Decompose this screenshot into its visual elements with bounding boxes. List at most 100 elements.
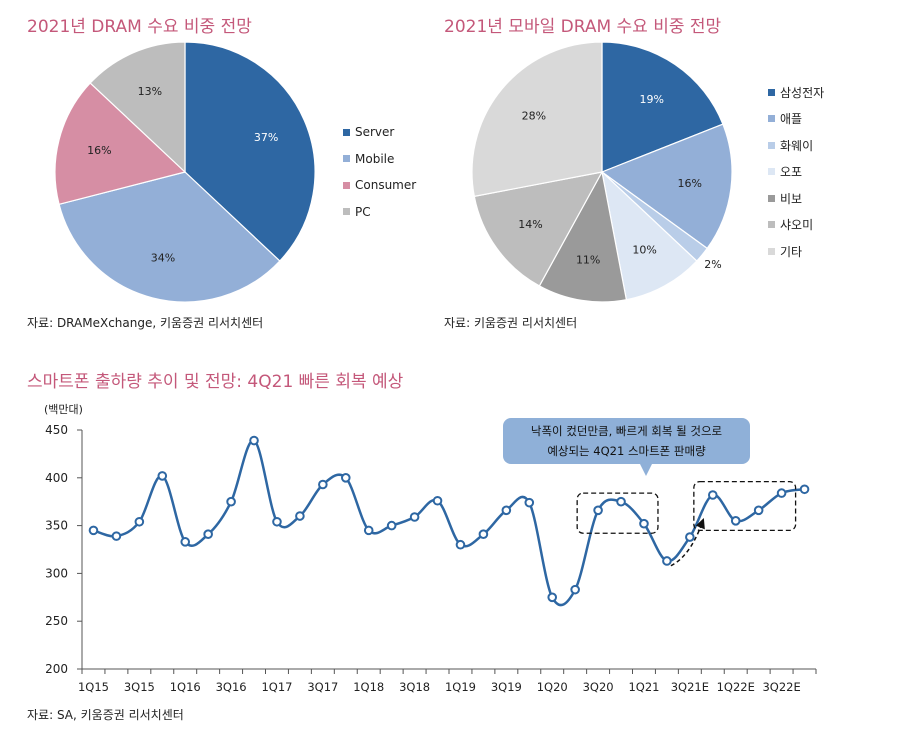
pie2-slice-label-1: 16% [677,177,701,190]
pie2-slice-label-3: 10% [632,243,656,256]
pie2-legend-swatch [768,88,775,96]
pie2-slice-label-5: 14% [518,218,542,231]
data-point-23 [616,496,626,507]
x-tick-label-8: 1Q19 [445,680,476,694]
y-tick-label-0: 200 [45,662,68,676]
pie1-legend-swatch [343,208,350,216]
pie1-legend-label: Consumer [355,178,417,193]
x-tick-label-9: 3Q19 [491,680,522,694]
line-chart: 200 250 300 350 400 450 1Q15 3Q15 1Q16 3Q16 1Q17 3Q… [45,423,817,694]
data-point-28 [730,516,741,526]
y-tick-label-4: 400 [45,471,68,485]
pie1-legend: Server Mobile Consumer PC [343,119,416,225]
data-point-22 [593,505,603,516]
data-point-8 [272,516,282,527]
x-tick-label-7: 3Q18 [399,680,430,694]
pie2-legend-item: 애플 [768,106,824,133]
annotation-callout-tail [640,464,652,476]
pie2-legend-swatch [768,141,775,149]
highlight-box-recovery-2021 [693,480,797,532]
pie2-title: 2021년 모바일 DRAM 수요 비중 전망 [444,17,722,37]
x-tick-label-5: 3Q17 [307,680,338,694]
pie1-legend-label: PC [355,204,371,219]
data-point-18 [501,505,512,516]
y-tick-label-5: 450 [45,423,68,437]
annotation-line2: 예상되는 4Q21 스마트폰 판매량 [547,444,706,458]
pie1-slice-label-0: 37% [254,131,278,144]
recovery-arrow-head [695,517,705,530]
x-tick-label-11: 3Q20 [583,680,614,694]
data-point-25 [662,556,672,566]
pie2-slice-6 [471,41,603,198]
pie1-legend-label: Server [355,125,395,140]
pie2-legend-swatch [768,221,775,229]
x-tick-label-10: 1Q20 [537,680,568,694]
data-point-16 [455,539,466,550]
pie1-legend-label: Mobile [355,151,395,166]
pie1-legend-swatch [343,181,350,189]
pie2-legend-swatch [768,115,775,123]
x-tick-label-4: 1Q17 [261,680,292,694]
pie1-slice-3 [89,41,186,174]
data-point-7 [249,435,259,446]
pie2-legend-item: 비보 [768,185,824,212]
x-tick-label-1: 3Q15 [124,680,155,694]
data-point-0 [88,525,99,536]
data-point-27 [707,490,718,500]
pie1-legend-swatch [343,128,350,136]
line-ylabel: (백만대) [44,403,83,416]
data-point-13 [386,520,397,531]
data-point-30 [776,488,787,498]
y-tick-label-1: 250 [45,614,68,628]
pie2-legend-label: 비보 [780,191,803,206]
highlight-box-recovery-2020 [576,492,659,534]
data-point-12 [363,525,374,536]
pie2-slice-label-4: 11% [576,253,600,266]
data-point-14 [409,512,420,522]
pie2-legend-item: 샤오미 [768,212,824,239]
pie2-legend-swatch [768,247,775,255]
data-point-4 [180,537,191,547]
data-point-17 [478,529,489,540]
recovery-arrow [670,523,703,567]
data-point-6 [226,496,236,507]
x-tick-label-6: 1Q18 [353,680,384,694]
pie2-chart: 19% 16% 2% 10% 11% 14% 28% [471,41,733,303]
pie2-slice-3 [601,170,698,301]
pie1-legend-item: Consumer [343,172,416,199]
data-point-3 [157,471,168,481]
pie1-legend-swatch [343,155,350,163]
pie2-legend-item: 삼성전자 [768,79,824,106]
data-point-19 [524,497,535,508]
pie2-legend-swatch [768,194,775,202]
pie1-slice-label-2: 16% [87,144,111,157]
y-tick-label-2: 300 [45,566,68,580]
pie1-chart: 37% 34% 16% 13% [54,41,316,303]
pie1-title: 2021년 DRAM 수요 비중 전망 [27,17,252,37]
pie2-legend-label: 기타 [780,244,803,259]
annotation-line1: 낙폭이 컸던만큼, 빠르게 회복 될 것으로 [530,424,723,438]
data-point-10 [318,479,328,490]
pie2-legend-swatch [768,168,775,176]
data-point-5 [203,529,213,540]
pie2-legend-item: 오포 [768,159,824,186]
x-tick-label-14: 1Q22E [717,680,755,694]
pie2-slice-0 [601,41,724,173]
pie2-legend-label: 애플 [780,112,803,127]
pie2-slice-label-0: 19% [639,93,663,106]
data-point-29 [753,505,764,516]
pie2-slice-4 [538,170,628,303]
pie2-legend-label: 샤오미 [780,218,814,233]
pie1-slice-0 [184,41,316,262]
x-tick-label-12: 1Q21 [628,680,659,694]
pie2-legend-item: 기타 [768,238,824,265]
pie1-legend-item: Server [343,119,416,146]
pie1-slice-label-3: 13% [138,85,162,98]
pie1-slice-label-1: 34% [151,252,175,265]
pie2-legend-label: 오포 [780,165,803,180]
data-point-31 [799,484,810,495]
pie2-legend: 삼성전자 애플 화웨이 오포 비보 샤오미 기타 [768,79,824,265]
data-point-26 [685,532,695,542]
data-point-20 [547,592,558,603]
x-tick-label-2: 1Q16 [170,680,201,694]
